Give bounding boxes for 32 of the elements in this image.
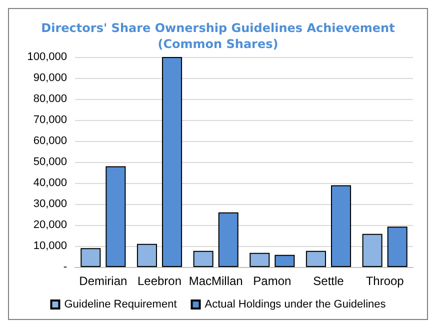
- y-tick-label: 10,000: [33, 240, 67, 252]
- bar: [193, 250, 214, 267]
- bar: [306, 250, 326, 267]
- bar: [106, 166, 126, 267]
- legend-label: Guideline Requirement: [64, 298, 177, 310]
- bar: [218, 212, 238, 267]
- y-tick-label: 80,000: [33, 93, 67, 105]
- bar: [80, 248, 101, 267]
- bar: [250, 252, 270, 267]
- bar: [162, 57, 182, 267]
- bar: [274, 254, 295, 267]
- bar: [136, 244, 157, 267]
- x-tick-label: Throop: [366, 274, 404, 288]
- y-tick-label: 90,000: [33, 72, 67, 84]
- x-tick-label: MacMillan: [188, 274, 243, 288]
- bar: [331, 185, 352, 267]
- y-tick-label: 60,000: [33, 135, 67, 147]
- y-tick-label: 70,000: [33, 114, 67, 126]
- x-tick-label: Demirian: [79, 274, 128, 288]
- chart-title: Directors' Share Ownership Guidelines Achievement (Common Shares): [41, 21, 396, 51]
- legend-label: Actual Holdings under the Guidelines: [204, 298, 386, 310]
- y-tick-label: 20,000: [33, 219, 67, 231]
- x-tick-label: Pamon: [253, 274, 292, 288]
- y-tick-label: 50,000: [33, 156, 67, 168]
- x-tick-label: Settle: [313, 274, 344, 288]
- y-tick-label: -: [63, 261, 68, 273]
- y-tick-label: 30,000: [33, 198, 67, 210]
- bar: [387, 226, 408, 267]
- bar: [362, 234, 382, 267]
- x-tick-label: Leebron: [137, 274, 182, 288]
- y-tick-label: 40,000: [33, 177, 67, 189]
- y-tick-label: 100,000: [27, 51, 67, 63]
